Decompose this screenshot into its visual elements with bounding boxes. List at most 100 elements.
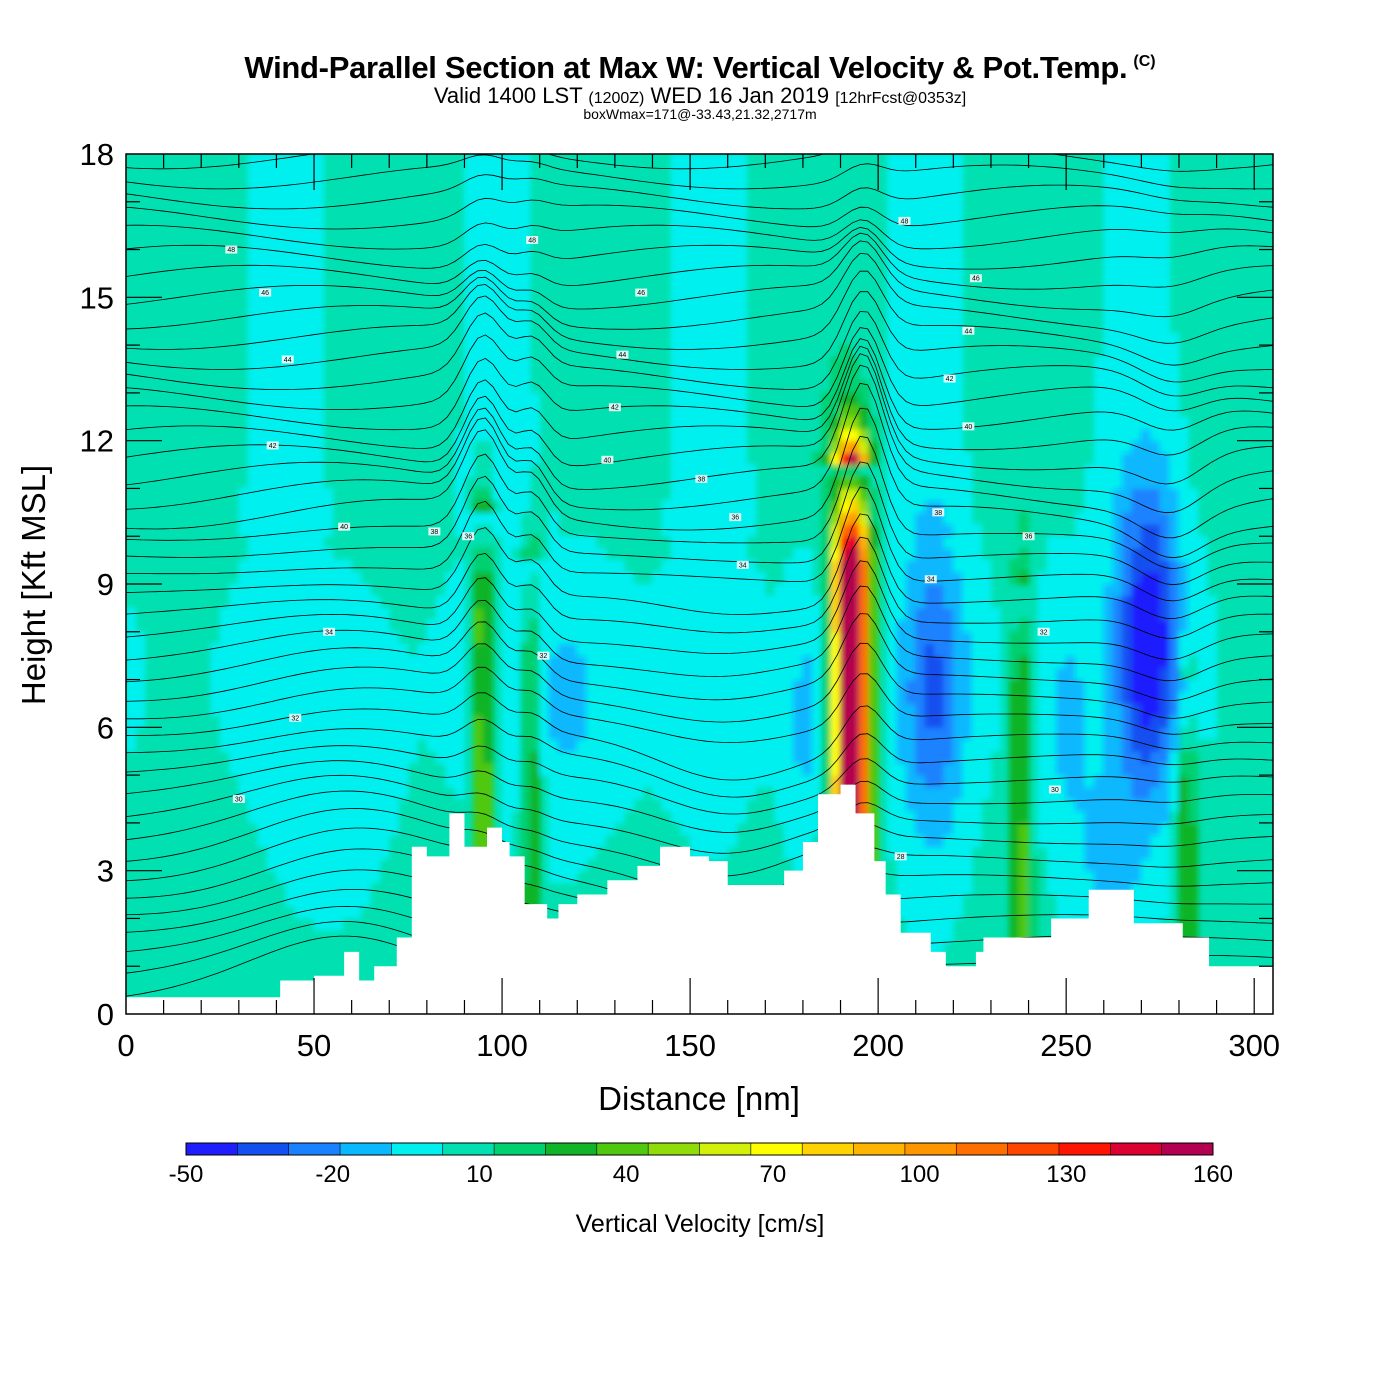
field-cell: [275, 607, 287, 621]
field-cell: [924, 356, 936, 370]
field-cell: [313, 870, 324, 884]
field-cell: [1159, 691, 1171, 704]
field-cell: [717, 428, 729, 442]
field-cell: [351, 607, 362, 621]
field-cell: [717, 822, 729, 836]
field-cell: [257, 464, 268, 477]
field-cell: [943, 284, 954, 298]
field-cell: [1018, 619, 1030, 633]
field-cell: [642, 762, 653, 776]
field-cell: [548, 846, 559, 860]
field-cell: [689, 583, 700, 597]
field-cell: [840, 547, 851, 561]
field-cell: [943, 798, 954, 812]
colorbar-label: 10: [466, 1161, 493, 1188]
field-cell: [727, 416, 738, 430]
field-cell: [1103, 679, 1114, 692]
field-cell: [614, 798, 625, 812]
field-cell: [802, 726, 813, 740]
field-cell: [341, 726, 353, 740]
field-cell: [614, 750, 625, 764]
field-cell: [905, 332, 917, 346]
field-cell: [858, 714, 870, 728]
field-cell: [332, 655, 343, 669]
field-cell: [294, 487, 306, 501]
field-cell: [689, 750, 700, 764]
field-cell: [680, 213, 691, 227]
field-cell: [1140, 177, 1152, 191]
field-cell: [793, 762, 804, 776]
field-cell: [670, 261, 682, 274]
field-cell: [1122, 177, 1133, 191]
field-cell: [1075, 774, 1086, 788]
field-cell: [285, 320, 296, 334]
field-cell: [1169, 523, 1180, 537]
field-cell: [285, 870, 296, 884]
field-cell: [285, 810, 296, 824]
field-cell: [868, 631, 879, 645]
field-cell: [1150, 368, 1161, 382]
field-cell: [1046, 870, 1058, 884]
field-cell: [736, 631, 748, 645]
field-cell: [670, 177, 682, 191]
field-cell: [915, 213, 926, 227]
field-cell: [802, 762, 813, 776]
field-cell: [736, 165, 748, 179]
field-cell: [520, 870, 531, 884]
field-cell: [379, 726, 390, 740]
field-cell: [915, 201, 926, 215]
field-cell: [379, 679, 390, 692]
field-cell: [905, 487, 917, 501]
field-cell: [1009, 929, 1020, 943]
field-cell: [1112, 583, 1124, 597]
field-cell: [924, 655, 936, 669]
field-cell: [257, 774, 268, 788]
field-cell: [858, 726, 870, 740]
field-cell: [849, 607, 860, 621]
field-cell: [793, 691, 804, 704]
field-cell: [924, 416, 936, 430]
field-cell: [633, 679, 644, 692]
field-cell: [529, 834, 541, 848]
field-cell: [539, 738, 550, 752]
field-cell: [482, 499, 494, 513]
field-cell: [604, 691, 616, 704]
theta-contour-line: [126, 613, 1273, 702]
field-cell: [840, 499, 851, 513]
field-cell: [1122, 344, 1133, 358]
field-cell: [275, 714, 287, 728]
field-cell: [219, 726, 230, 740]
field-cell: [661, 738, 672, 752]
field-cell: [689, 798, 700, 812]
field-cell: [614, 595, 625, 609]
field-cell: [1140, 213, 1152, 227]
contour-label: 28: [897, 854, 905, 861]
field-cell: [651, 702, 663, 716]
field-cell: [887, 320, 898, 334]
field-cell: [266, 165, 277, 179]
field-cell: [793, 846, 804, 860]
field-cell: [887, 284, 898, 298]
field-cell: [1159, 786, 1171, 800]
field-cell: [887, 822, 898, 836]
field-cell: [1103, 213, 1114, 227]
field-cell: [905, 177, 917, 191]
field-cell: [905, 559, 917, 573]
field-cell: [633, 619, 644, 633]
field-cell: [736, 571, 748, 585]
field-cell: [1140, 834, 1152, 848]
field-cell: [595, 702, 606, 716]
field-cell: [802, 738, 813, 752]
field-cell: [257, 308, 268, 322]
field-cell: [1140, 511, 1152, 525]
field-cell: [971, 714, 983, 728]
field-cell: [520, 476, 531, 489]
field-cell: [510, 786, 522, 800]
field-cell: [557, 774, 569, 788]
field-cell: [952, 667, 964, 681]
field-cell: [266, 452, 277, 466]
field-cell: [699, 571, 710, 585]
field-cell: [934, 798, 945, 812]
field-cell: [689, 631, 700, 645]
field-cell: [633, 774, 644, 788]
